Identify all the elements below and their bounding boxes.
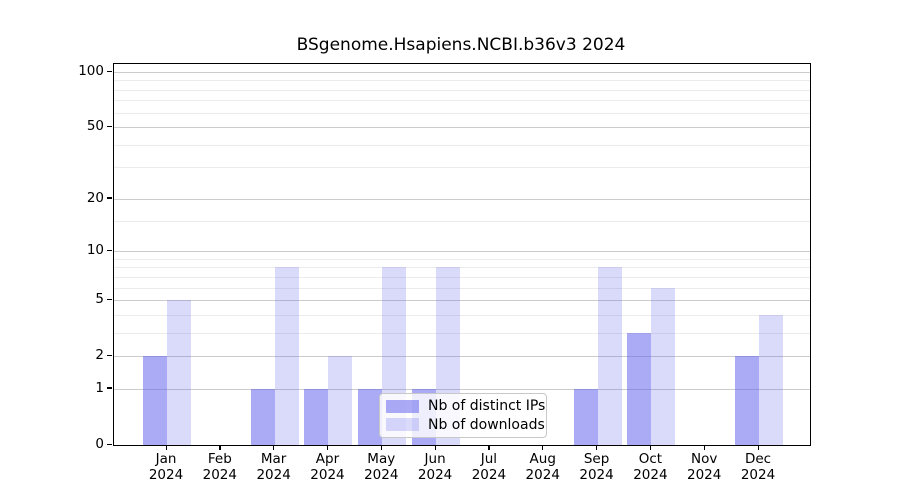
bar-distinct-ips xyxy=(250,388,275,445)
legend-entry-distinct-ips: Nb of distinct IPs xyxy=(386,398,545,414)
y-tick-label: 50 xyxy=(86,118,104,135)
minor-gridline xyxy=(114,144,810,146)
bars-layer xyxy=(114,64,810,445)
bar-downloads xyxy=(167,300,191,445)
minor-gridline xyxy=(114,287,810,289)
major-gridline xyxy=(114,388,810,390)
major-gridline xyxy=(114,300,810,302)
y-tick-label: 0 xyxy=(95,436,104,452)
bar-distinct-ips xyxy=(304,388,329,445)
bar-distinct-ips xyxy=(627,332,652,445)
minor-gridline xyxy=(114,267,810,269)
minor-gridline xyxy=(114,220,810,222)
x-tick-mark xyxy=(542,445,544,450)
x-tick-label: May 2024 xyxy=(364,451,399,483)
minor-gridline xyxy=(114,112,810,114)
bar-distinct-ips xyxy=(143,356,167,445)
legend-label-downloads: Nb of downloads xyxy=(428,416,545,433)
x-tick-label: Oct 2024 xyxy=(633,451,668,483)
x-tick-mark xyxy=(703,445,705,450)
y-tick-label: 2 xyxy=(95,347,104,364)
x-tick-label: Mar 2024 xyxy=(256,451,291,483)
x-tick-mark xyxy=(649,445,652,450)
gridlines-layer xyxy=(114,64,810,445)
y-tick-label: 1 xyxy=(95,379,104,396)
y-tick-mark xyxy=(107,125,112,127)
x-tick-mark xyxy=(434,445,436,450)
minor-gridline xyxy=(114,89,810,91)
major-gridline xyxy=(114,127,810,129)
x-tick-mark xyxy=(273,445,275,450)
legend-swatch-distinct-ips xyxy=(386,399,419,413)
y-tick-label: 100 xyxy=(78,63,104,79)
minor-gridline xyxy=(114,276,810,278)
y-tick-label: 20 xyxy=(86,189,104,206)
x-tick-label: Apr 2024 xyxy=(310,451,345,483)
x-tick-label: Dec 2024 xyxy=(740,451,776,483)
minor-gridline xyxy=(114,332,810,334)
bar-downloads xyxy=(651,287,676,445)
minor-gridline xyxy=(114,258,810,260)
y-tick-mark xyxy=(107,70,112,72)
minor-gridline xyxy=(114,167,810,169)
y-tick-label: 10 xyxy=(86,242,104,259)
x-tick-mark xyxy=(326,445,329,450)
legend-entry-downloads: Nb of downloads xyxy=(386,417,545,433)
bar-distinct-ips xyxy=(735,356,760,445)
minor-gridline xyxy=(114,80,810,82)
major-gridline xyxy=(114,72,810,73)
x-tick-label: Jul 2024 xyxy=(471,451,507,483)
x-tick-label: Aug 2024 xyxy=(525,451,560,483)
x-tick-mark xyxy=(165,445,167,450)
y-tick-mark xyxy=(107,443,112,445)
bar-downloads xyxy=(759,314,784,445)
plot-area: Nb of distinct IPs Nb of downloads xyxy=(113,63,811,446)
chart-title: BSgenome.Hsapiens.NCBI.b36v3 2024 xyxy=(296,35,626,55)
y-tick-mark xyxy=(107,197,112,199)
x-tick-mark xyxy=(596,445,598,450)
minor-gridline xyxy=(114,100,810,102)
major-gridline xyxy=(114,356,810,358)
x-tick-label: Sep 2024 xyxy=(579,451,614,483)
minor-gridline xyxy=(114,314,810,316)
x-tick-label: Jan 2024 xyxy=(148,451,184,483)
legend-label-distinct-ips: Nb of distinct IPs xyxy=(428,398,546,415)
x-tick-mark xyxy=(380,445,382,450)
legend: Nb of distinct IPs Nb of downloads xyxy=(379,393,547,438)
y-tick-mark xyxy=(107,298,112,300)
x-tick-label: Nov 2024 xyxy=(687,451,722,483)
y-tick-label: 5 xyxy=(95,291,104,308)
x-tick-mark xyxy=(219,445,221,450)
major-gridline xyxy=(114,251,810,253)
bar-downloads xyxy=(274,267,299,445)
major-gridline xyxy=(114,198,810,200)
legend-swatch-downloads xyxy=(386,418,419,432)
y-tick-mark xyxy=(107,354,112,356)
bar-downloads xyxy=(597,267,622,445)
bar-distinct-ips xyxy=(358,388,383,445)
x-tick-label: Jun 2024 xyxy=(417,451,453,483)
x-tick-mark xyxy=(757,445,759,450)
y-tick-mark xyxy=(107,249,112,251)
bar-distinct-ips xyxy=(573,388,598,445)
x-tick-label: Feb 2024 xyxy=(202,451,237,483)
bar-downloads xyxy=(328,356,353,445)
x-tick-mark xyxy=(488,445,490,450)
y-tick-mark xyxy=(107,387,112,389)
